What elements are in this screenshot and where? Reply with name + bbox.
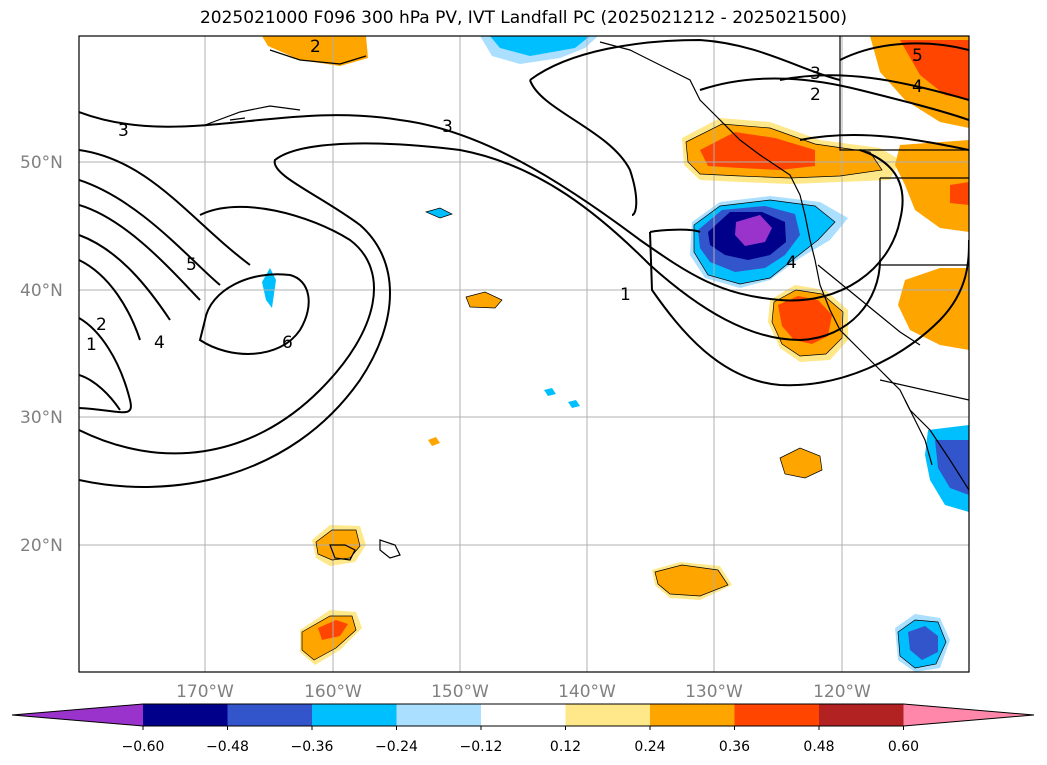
- graticule: [79, 36, 969, 672]
- svg-text:20°N: 20°N: [20, 536, 63, 556]
- contour-labels: 3 3 3 2 5 4 5 4 2 1 6 1 4 2: [86, 37, 923, 355]
- svg-text:2: 2: [310, 37, 321, 57]
- svg-text:130°W: 130°W: [685, 682, 743, 702]
- svg-text:2: 2: [96, 315, 107, 335]
- colorbar-extend-max: [903, 704, 1034, 726]
- page-title: 2025021000 F096 300 hPa PV, IVT Landfall…: [199, 8, 847, 28]
- colorbar-tick-label: 0.48: [803, 739, 834, 755]
- map-background: [79, 36, 969, 672]
- longitude-labels: 170°W 160°W 150°W 140°W 130°W 120°W: [176, 682, 871, 702]
- colorbar-segment: [650, 704, 735, 726]
- colorbar-tick-label: −0.24: [375, 739, 418, 755]
- colorbar-tick-label: 0.36: [719, 739, 750, 755]
- colorbar-tick-label: −0.60: [122, 739, 165, 755]
- colorbar-tick-label: 0.24: [634, 739, 665, 755]
- colorbar-tick-label: 0.12: [550, 739, 581, 755]
- colorbar: −0.60 −0.48 −0.36 −0.24 −0.12 0.12 0.24 0.36 0.4…: [11, 703, 1035, 755]
- svg-text:160°W: 160°W: [304, 682, 362, 702]
- svg-text:140°W: 140°W: [558, 682, 616, 702]
- latitude-labels: 50°N 40°N 30°N 20°N: [20, 153, 63, 556]
- svg-text:170°W: 170°W: [176, 682, 234, 702]
- colorbar-tick-label: −0.36: [291, 739, 334, 755]
- pv-contours: [79, 38, 969, 488]
- pc-shading: [262, 36, 969, 672]
- svg-text:4: 4: [912, 77, 923, 97]
- colorbar-segment: [143, 704, 228, 726]
- colorbar-segment: [312, 704, 397, 726]
- colorbar-segment: [396, 704, 482, 726]
- colorbar-tick-label: −0.48: [206, 739, 249, 755]
- colorbar-tick-label: 0.60: [888, 739, 919, 755]
- colorbar-tick-label: −0.12: [460, 739, 503, 755]
- svg-text:4: 4: [786, 253, 797, 273]
- svg-text:40°N: 40°N: [20, 281, 63, 301]
- svg-text:30°N: 30°N: [20, 408, 63, 428]
- map-frame: [78, 35, 970, 673]
- svg-text:50°N: 50°N: [20, 153, 63, 173]
- svg-text:3: 3: [442, 117, 453, 137]
- colorbar-segment: [227, 704, 313, 726]
- svg-text:5: 5: [912, 46, 923, 66]
- svg-text:4: 4: [154, 333, 165, 353]
- colorbar-segment: [819, 704, 904, 726]
- colorbar-segment: [481, 704, 566, 726]
- svg-text:3: 3: [810, 64, 821, 84]
- svg-text:3: 3: [118, 121, 129, 141]
- svg-text:5: 5: [186, 255, 197, 275]
- shading-outlines: [301, 123, 947, 669]
- svg-text:120°W: 120°W: [813, 682, 871, 702]
- svg-text:150°W: 150°W: [431, 682, 489, 702]
- svg-text:6: 6: [282, 333, 293, 353]
- colorbar-extend-min: [12, 704, 143, 726]
- colorbar-segment: [565, 704, 651, 726]
- coastlines: [204, 36, 969, 561]
- svg-text:1: 1: [86, 335, 97, 355]
- svg-text:1: 1: [620, 285, 631, 305]
- colorbar-segment: [734, 704, 820, 726]
- svg-text:2: 2: [810, 85, 821, 105]
